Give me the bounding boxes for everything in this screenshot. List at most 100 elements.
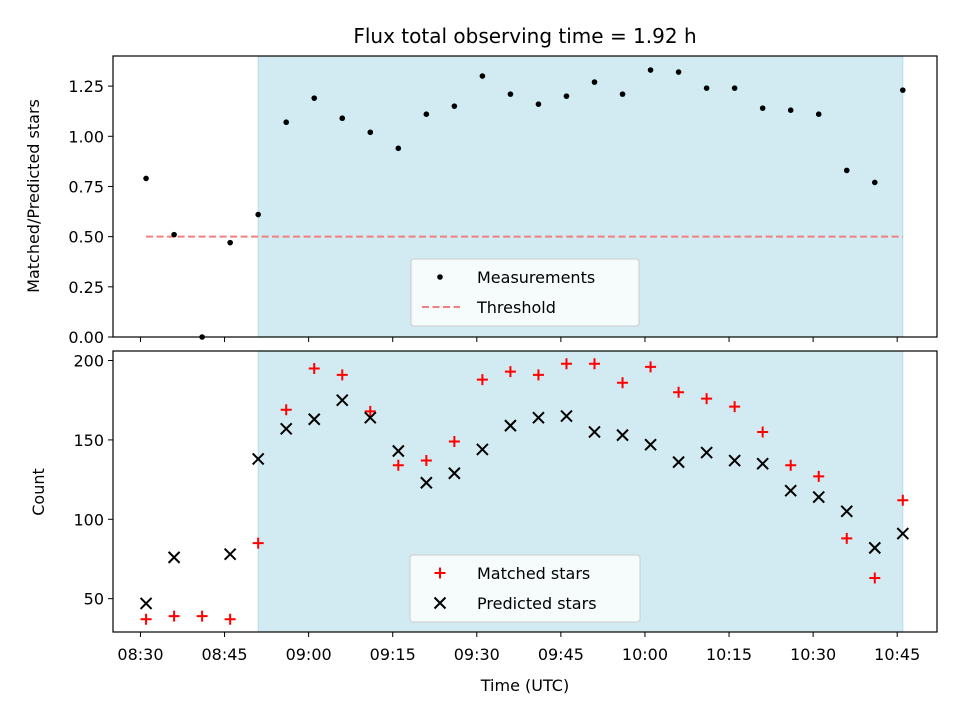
matched-star-point	[196, 610, 208, 622]
x-tick-label: 10:30	[790, 645, 836, 664]
bottom-axes-frame	[112, 350, 938, 633]
legend-matched-marker	[434, 567, 446, 579]
matched-star-point	[420, 455, 432, 467]
measurement-point	[871, 179, 878, 186]
predicted-star-point	[251, 452, 265, 466]
x-tick-label: 08:30	[117, 645, 163, 664]
bottom-legend-box	[409, 554, 641, 623]
measurement-point	[479, 73, 486, 79]
matched-star-point	[645, 361, 657, 373]
measurement-point	[703, 85, 710, 91]
predicted-star-point	[896, 527, 910, 540]
matched-star-point	[813, 470, 825, 482]
measurement-point	[339, 115, 346, 122]
top-y-tick-label: 0.75	[68, 177, 104, 196]
x-tick-label: 09:00	[286, 645, 332, 664]
predicted-star-point	[280, 422, 293, 435]
measurement-point	[423, 111, 430, 118]
measurement-point	[255, 211, 261, 218]
matched-star-point	[392, 459, 404, 471]
measurement-point	[227, 239, 233, 246]
matched-star-point	[757, 426, 769, 438]
bottom-y-tick-label: 150	[73, 431, 104, 450]
legend-threshold-label: Threshold	[476, 298, 556, 317]
top-panel: 0.00 0.25 0.50 0.75 1.00 1.25 Measurements Thre…	[68, 55, 938, 347]
measurement-point	[731, 85, 738, 91]
bottom-y-tick-label: 200	[73, 352, 104, 371]
measurement-point	[591, 79, 598, 85]
measurement-point	[451, 103, 458, 109]
measurement-point	[619, 91, 626, 97]
matched-star-point	[504, 366, 516, 378]
measurement-point	[283, 119, 290, 126]
top-y-tick-label: 0.25	[68, 278, 104, 297]
top-legend: Measurements Threshold	[410, 258, 640, 327]
predicted-star-point	[644, 438, 657, 451]
bottom-panel: 50 100 150 200 08:30 08:45 09:00 09:15 09:30 09:4…	[73, 350, 938, 664]
legend-predicted-label: Predicted stars	[477, 594, 597, 613]
y-axis-label-bottom: Count	[29, 468, 48, 516]
matched-star-point	[168, 610, 180, 622]
predicted-star-point	[223, 548, 237, 561]
predicted-star-point	[672, 455, 685, 469]
top-axes-frame	[112, 55, 938, 338]
measurement-point	[647, 67, 654, 73]
measurement-point	[367, 129, 374, 136]
measurement-point	[900, 87, 906, 93]
measurement-point	[507, 91, 514, 97]
matched-star-point	[869, 572, 881, 584]
top-y-tick-label: 0.50	[68, 228, 104, 247]
matched-star-point	[252, 537, 264, 549]
measurement-point	[759, 105, 766, 111]
x-tick-label: 08:45	[201, 645, 247, 664]
predicted-star-point	[616, 428, 629, 442]
bottom-y-tick-label: 100	[73, 510, 104, 529]
matched-star-point	[448, 435, 460, 447]
x-tick-label: 09:45	[538, 645, 584, 664]
predicted-star-point	[728, 454, 741, 467]
y-axis-label-top: Matched/Predicted stars	[24, 99, 43, 293]
matched-star-point	[140, 613, 152, 625]
predicted-star-point	[139, 597, 153, 610]
chart-title: Flux total observing time = 1.92 h	[353, 24, 696, 48]
top-legend-box	[410, 258, 640, 327]
measurement-point	[171, 231, 177, 238]
matched-star-point	[589, 358, 601, 370]
matched-star-point	[841, 532, 853, 544]
measurement-point	[311, 95, 318, 101]
matched-star-point	[364, 405, 376, 417]
top-y-tick-label: 1.00	[68, 127, 104, 146]
predicted-star-point	[840, 505, 853, 518]
measurement-point	[675, 69, 682, 75]
legend-measurement-marker	[437, 274, 443, 280]
legend-matched-label: Matched stars	[477, 564, 590, 583]
predicted-star-point	[476, 443, 489, 456]
matched-star-point	[729, 401, 741, 413]
x-axis-label: Time (UTC)	[480, 676, 569, 695]
predicted-star-point	[560, 409, 573, 423]
predicted-star-point	[167, 551, 181, 564]
matched-star-point	[785, 459, 797, 471]
predicted-star-point	[420, 476, 433, 489]
predicted-star-point	[448, 467, 461, 480]
legend-measurements-label: Measurements	[477, 268, 595, 287]
predicted-star-point	[532, 411, 545, 424]
top-y-tick-label: 0.00	[68, 328, 104, 347]
x-tick-label: 10:00	[622, 645, 668, 664]
predicted-star-point	[588, 425, 601, 439]
x-tick-label: 09:30	[454, 645, 500, 664]
matched-star-point	[897, 494, 909, 506]
predicted-star-point	[812, 490, 825, 504]
predicted-star-point	[308, 413, 321, 426]
matched-star-point	[560, 358, 572, 370]
top-y-tick-label: 1.25	[68, 77, 104, 96]
matched-star-point	[308, 362, 320, 374]
matched-star-point	[701, 393, 713, 405]
legend-predicted-marker	[433, 596, 447, 610]
bottom-y-tick-label: 50	[84, 590, 104, 609]
predicted-star-point	[700, 446, 713, 459]
matched-star-point	[336, 369, 348, 381]
predicted-star-point	[504, 419, 517, 432]
matched-star-point	[476, 374, 488, 386]
